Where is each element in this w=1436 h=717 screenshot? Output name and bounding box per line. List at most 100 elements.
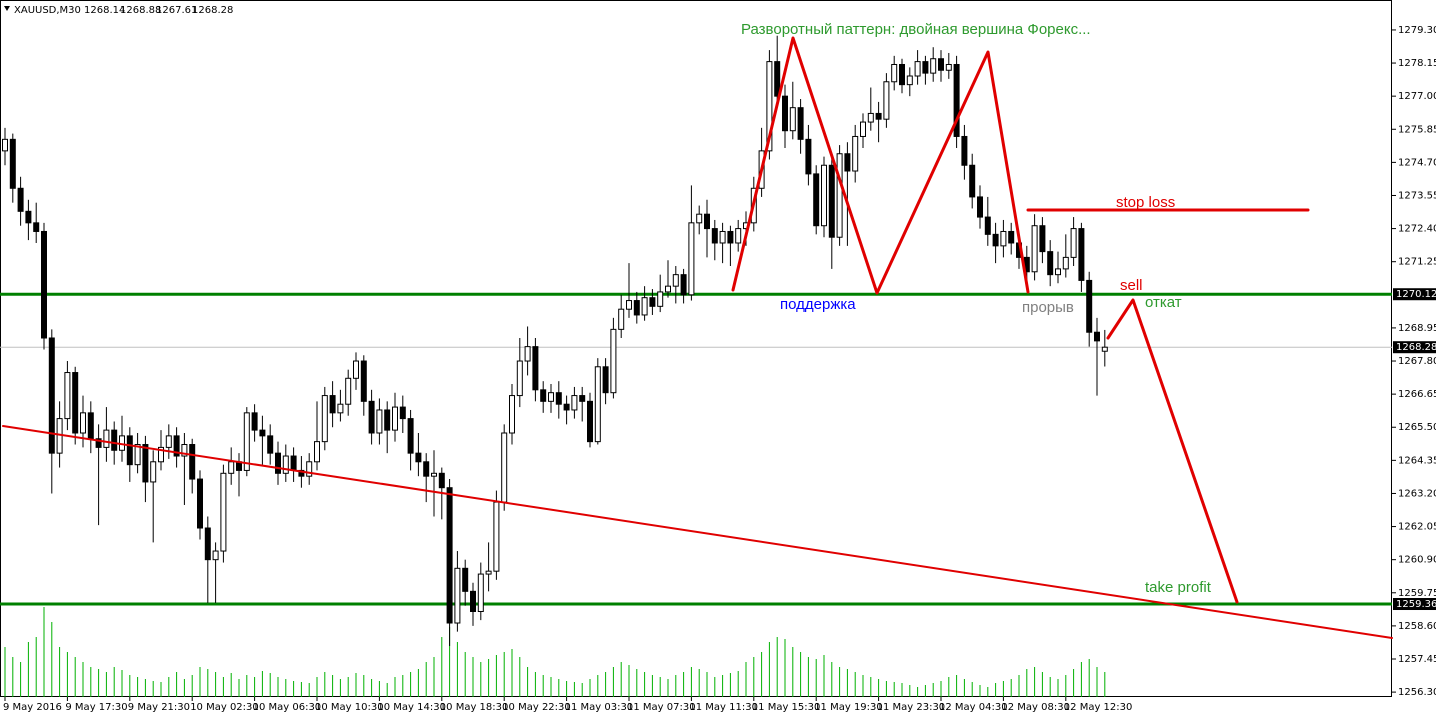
x-tick-label: 11 May 11:30: [689, 702, 758, 713]
y-tick-label: 1259.75: [1398, 588, 1436, 599]
quote-close: 1268.28: [192, 5, 233, 16]
x-tick-label: 11 May 15:30: [752, 702, 821, 713]
candle-body: [243, 412, 250, 471]
candle-body: [992, 233, 999, 247]
x-tick-label: 11 May 07:30: [627, 702, 696, 713]
candle-body: [1039, 225, 1046, 253]
candle-body: [649, 297, 656, 307]
x-tick-label: 11 May 23:30: [877, 702, 946, 713]
candle-body: [189, 444, 196, 480]
candle-body: [134, 444, 141, 466]
y-tick-label: 1258.60: [1398, 621, 1436, 632]
candle-body: [345, 377, 352, 405]
candle-body: [633, 300, 640, 316]
candle-body: [41, 230, 47, 339]
candle-body: [493, 501, 500, 572]
x-tick-label: 12 May 04:30: [939, 702, 1008, 713]
candle-body: [337, 403, 344, 414]
quote-high: 1268.88: [120, 5, 161, 16]
candle-body: [813, 173, 820, 227]
candle-body: [17, 187, 24, 212]
candle-body: [984, 216, 991, 235]
candle-body: [899, 63, 905, 86]
candle-body: [891, 63, 898, 83]
candle-body: [977, 196, 983, 218]
candle-body: [228, 461, 235, 474]
candle-body: [485, 570, 492, 575]
candle-body: [610, 328, 617, 394]
candle-body: [875, 112, 882, 120]
y-tick-label: 1266.65: [1398, 389, 1436, 400]
header-arrow: [4, 6, 10, 11]
candle-body: [150, 461, 157, 483]
candle-body: [197, 478, 203, 529]
candle-body: [867, 112, 874, 123]
candle-body: [267, 435, 274, 454]
candle-body: [368, 400, 375, 434]
candle-body: [158, 446, 164, 463]
annotation: прорыв: [1022, 299, 1074, 316]
x-tick-label: 10 May 14:30: [377, 702, 446, 713]
candle-body: [797, 107, 804, 140]
candle-body: [446, 487, 453, 624]
candle-body: [1101, 346, 1108, 352]
drawings: [2, 36, 1393, 639]
candle-body: [906, 75, 913, 86]
candle-body: [321, 395, 328, 443]
candle-body: [1000, 230, 1007, 247]
candle-body: [298, 469, 305, 477]
candle-body: [173, 435, 180, 457]
y-tick-label: 1277.00: [1398, 91, 1436, 102]
candle-body: [111, 429, 118, 451]
candle-body: [1078, 228, 1085, 281]
candle-body: [665, 285, 671, 293]
candle-body: [501, 432, 508, 503]
candle-body: [2, 138, 8, 152]
y-tick-label: 1264.35: [1398, 455, 1436, 466]
y-tick-label: 1265.50: [1398, 422, 1436, 433]
y-tick-label: 1257.45: [1398, 654, 1436, 665]
candle-body: [80, 412, 86, 434]
axes-layer: 1279.30 1278.15 1277.00 1275.85 1274.70 1273.…: [3, 25, 1436, 713]
candle-body: [384, 409, 391, 431]
candle-body: [641, 297, 648, 316]
y-tick-label: 1273.55: [1398, 190, 1436, 201]
candle-body: [680, 274, 687, 296]
candle-body: [126, 435, 133, 466]
candle-body: [33, 222, 40, 232]
annotation: sell: [1120, 277, 1143, 294]
y-tick-label: 1275.85: [1398, 124, 1436, 135]
y-tick-label: 1263.20: [1398, 488, 1436, 499]
candle-body: [376, 409, 383, 434]
candle-body: [548, 392, 554, 402]
candle-body: [72, 372, 79, 434]
annotation: поддержка: [780, 296, 856, 313]
candle-body: [828, 164, 835, 238]
y-tick-label: 1278.15: [1398, 58, 1436, 69]
x-tick-label: 10 May 10:30: [315, 702, 384, 713]
quote-open: 1268.14: [84, 5, 125, 16]
candle-body: [25, 210, 32, 224]
x-tick-label: 9 May 17:30: [65, 702, 127, 713]
candle-body: [571, 395, 578, 411]
y-tick-label: 1260.90: [1398, 555, 1436, 566]
candle-body: [626, 300, 632, 310]
candle-body: [454, 567, 461, 624]
x-tick-label: 12 May 08:30: [1001, 702, 1070, 713]
x-tick-label: 9 May 2016: [3, 702, 62, 713]
candles-layer: [2, 35, 1108, 647]
levels-layer: [0, 292, 1392, 606]
candle-body: [1094, 331, 1100, 342]
annotations-layer: Разворотный паттерн: двойная вершина Фор…: [741, 21, 1212, 596]
candle-body: [9, 138, 16, 189]
candle-body: [922, 61, 929, 74]
candle-body: [836, 153, 843, 238]
candle-body: [774, 61, 781, 97]
candle-body: [87, 412, 94, 440]
y-tick-label: 1262.05: [1398, 522, 1436, 533]
x-tick-label: 10 May 22:30: [502, 702, 571, 713]
candle-body: [415, 452, 422, 463]
quote-low: 1267.61: [156, 5, 197, 16]
candle-body: [275, 452, 281, 474]
